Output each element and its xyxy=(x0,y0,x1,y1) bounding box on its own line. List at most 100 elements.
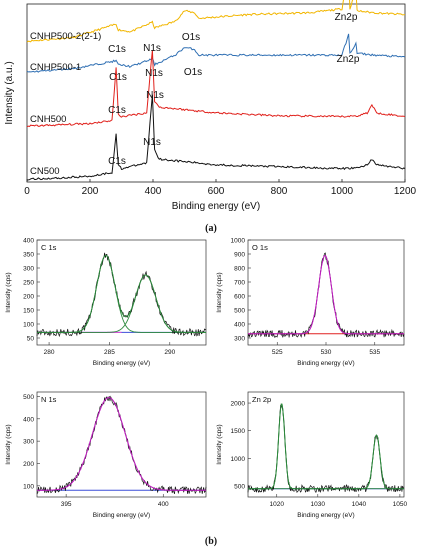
x-tick-label: 400 xyxy=(158,501,169,508)
y-tick-label: 150 xyxy=(23,308,34,315)
fit-envelope-line xyxy=(37,397,206,491)
y-axis-label: Intensity (cps) xyxy=(5,272,12,312)
fit-envelope-line xyxy=(248,254,404,335)
x-axis-label: Binding energy (eV) xyxy=(297,360,354,367)
component-peak-line xyxy=(37,274,206,333)
series-line-CNH500 xyxy=(26,50,406,128)
panel-title: C 1s xyxy=(41,243,57,252)
fit-envelope-line xyxy=(37,254,206,333)
survey-spectra-chart: Intensity (a.u.) 0 200 400 600 800 1000 1200 Bin… xyxy=(4,0,417,212)
peak-annotation: Zn2p xyxy=(335,12,358,23)
y-axis-label: Intensity (cps) xyxy=(216,272,223,312)
x-tick-label: 1000 xyxy=(331,186,354,197)
y-tick-label: 100 xyxy=(23,483,34,490)
peak-annotation: O1s xyxy=(182,32,200,43)
panel-b-C1s: C 1s 50 100 150 200 250 300 350 400 280 285 290 Bind… xyxy=(5,238,207,367)
y-tick-label: 600 xyxy=(234,294,245,301)
series-label: CNH500 xyxy=(30,114,66,125)
component-peak-line xyxy=(37,397,206,491)
y-tick-label: 500 xyxy=(234,483,245,490)
component-peak-line xyxy=(248,403,404,490)
series-label: CNHP500-1 xyxy=(30,62,81,73)
x-axis-label: Binding energy (eV) xyxy=(93,512,150,519)
x-axis-label: Binding energy (eV) xyxy=(297,512,354,519)
series-line-CNHP500-1 xyxy=(26,33,406,73)
raw-data-line xyxy=(247,405,405,494)
y-tick-label: 300 xyxy=(234,336,245,343)
x-tick-label: 800 xyxy=(271,186,288,197)
y-axis-label: Intensity (cps) xyxy=(5,424,12,464)
x-tick-label: 280 xyxy=(44,349,55,356)
y-tick-label: 900 xyxy=(234,252,245,259)
raw-data-line xyxy=(36,395,207,495)
peak-annotation: N1s xyxy=(143,137,161,148)
panel-title: O 1s xyxy=(252,243,268,252)
panel-a-label: (a) xyxy=(205,223,217,234)
panel-b-label: (b) xyxy=(205,536,217,547)
peak-annotation: N1s xyxy=(143,43,161,54)
panel-title: Zn 2p xyxy=(252,395,271,404)
panel-title: N 1s xyxy=(41,395,57,404)
x-axis-label: Binding energy (eV) xyxy=(93,360,150,367)
raw-data-line xyxy=(247,252,405,339)
peak-annotation: Zn2p xyxy=(337,54,360,65)
y-tick-label: 2000 xyxy=(231,401,246,408)
panel-b-N1s: N 1s 100 200 300 400 500 395 400 Binding energy … xyxy=(5,391,207,519)
y-tick-label: 700 xyxy=(234,280,245,287)
x-tick-label: 290 xyxy=(164,349,175,356)
x-tick-label: 0 xyxy=(24,186,30,197)
fit-envelope-line xyxy=(248,403,404,490)
y-tick-label: 800 xyxy=(234,266,245,273)
x-tick-label: 285 xyxy=(104,349,115,356)
y-tick-label: 200 xyxy=(23,294,34,301)
peak-annotation: N1s xyxy=(145,68,163,79)
y-tick-label: 400 xyxy=(23,238,34,245)
panel-b-O1s: O 1s 300 400 500 600 700 800 900 1000 525 530 535 Bi… xyxy=(216,238,405,367)
peak-annotation: C1s xyxy=(108,156,126,167)
y-tick-label: 200 xyxy=(23,461,34,468)
y-tick-label: 1500 xyxy=(231,428,246,435)
series-label: CN500 xyxy=(30,166,60,177)
x-tick-label: 1050 xyxy=(393,501,408,508)
y-tick-label: 400 xyxy=(23,416,34,423)
y-tick-label: 50 xyxy=(27,336,35,343)
x-tick-label: 1040 xyxy=(352,501,367,508)
x-tick-label: 1030 xyxy=(311,501,326,508)
y-tick-label: 1000 xyxy=(231,456,246,463)
plot-frame xyxy=(36,239,207,346)
plot-frame xyxy=(36,391,207,498)
y-tick-label: 500 xyxy=(23,394,34,401)
y-tick-label: 100 xyxy=(23,322,34,329)
y-tick-label: 400 xyxy=(234,322,245,329)
x-tick-label: 530 xyxy=(321,349,332,356)
high-resolution-spectra: C 1s 50 100 150 200 250 300 350 400 280 285 290 Bind… xyxy=(5,238,408,520)
peak-annotation: C1s xyxy=(108,105,126,116)
component-peak-line xyxy=(248,255,404,335)
series-line-CNHP500-2(2-1) xyxy=(26,0,406,43)
x-tick-label: 1200 xyxy=(394,186,417,197)
x-tick-label: 525 xyxy=(272,349,283,356)
x-axis-label: Binding energy (eV) xyxy=(172,201,260,212)
y-tick-label: 500 xyxy=(234,308,245,315)
panel-b-Zn2p: Zn 2p 500 1000 1500 2000 1020 1030 1040 1050 Bind… xyxy=(216,391,408,519)
x-tick-label: 200 xyxy=(82,186,99,197)
y-axis-label: Intensity (a.u.) xyxy=(4,61,15,124)
peak-annotation: O1s xyxy=(184,67,202,78)
y-tick-label: 1000 xyxy=(231,238,246,245)
y-axis-label: Intensity (cps) xyxy=(216,424,223,464)
raw-data-line xyxy=(36,252,207,338)
y-tick-label: 300 xyxy=(23,266,34,273)
series-label: CNHP500-2(2-1) xyxy=(30,31,101,42)
x-tick-label: 600 xyxy=(208,186,225,197)
x-tick-label: 395 xyxy=(61,501,72,508)
component-peak-line xyxy=(37,255,206,333)
y-tick-label: 250 xyxy=(23,280,34,287)
series-line-CN500 xyxy=(26,94,406,181)
x-tick-label: 400 xyxy=(145,186,162,197)
x-tick-label: 1020 xyxy=(270,501,285,508)
y-tick-label: 350 xyxy=(23,252,34,259)
peak-annotation: N1s xyxy=(146,90,164,101)
x-tick-label: 535 xyxy=(369,349,380,356)
y-tick-label: 300 xyxy=(23,439,34,446)
